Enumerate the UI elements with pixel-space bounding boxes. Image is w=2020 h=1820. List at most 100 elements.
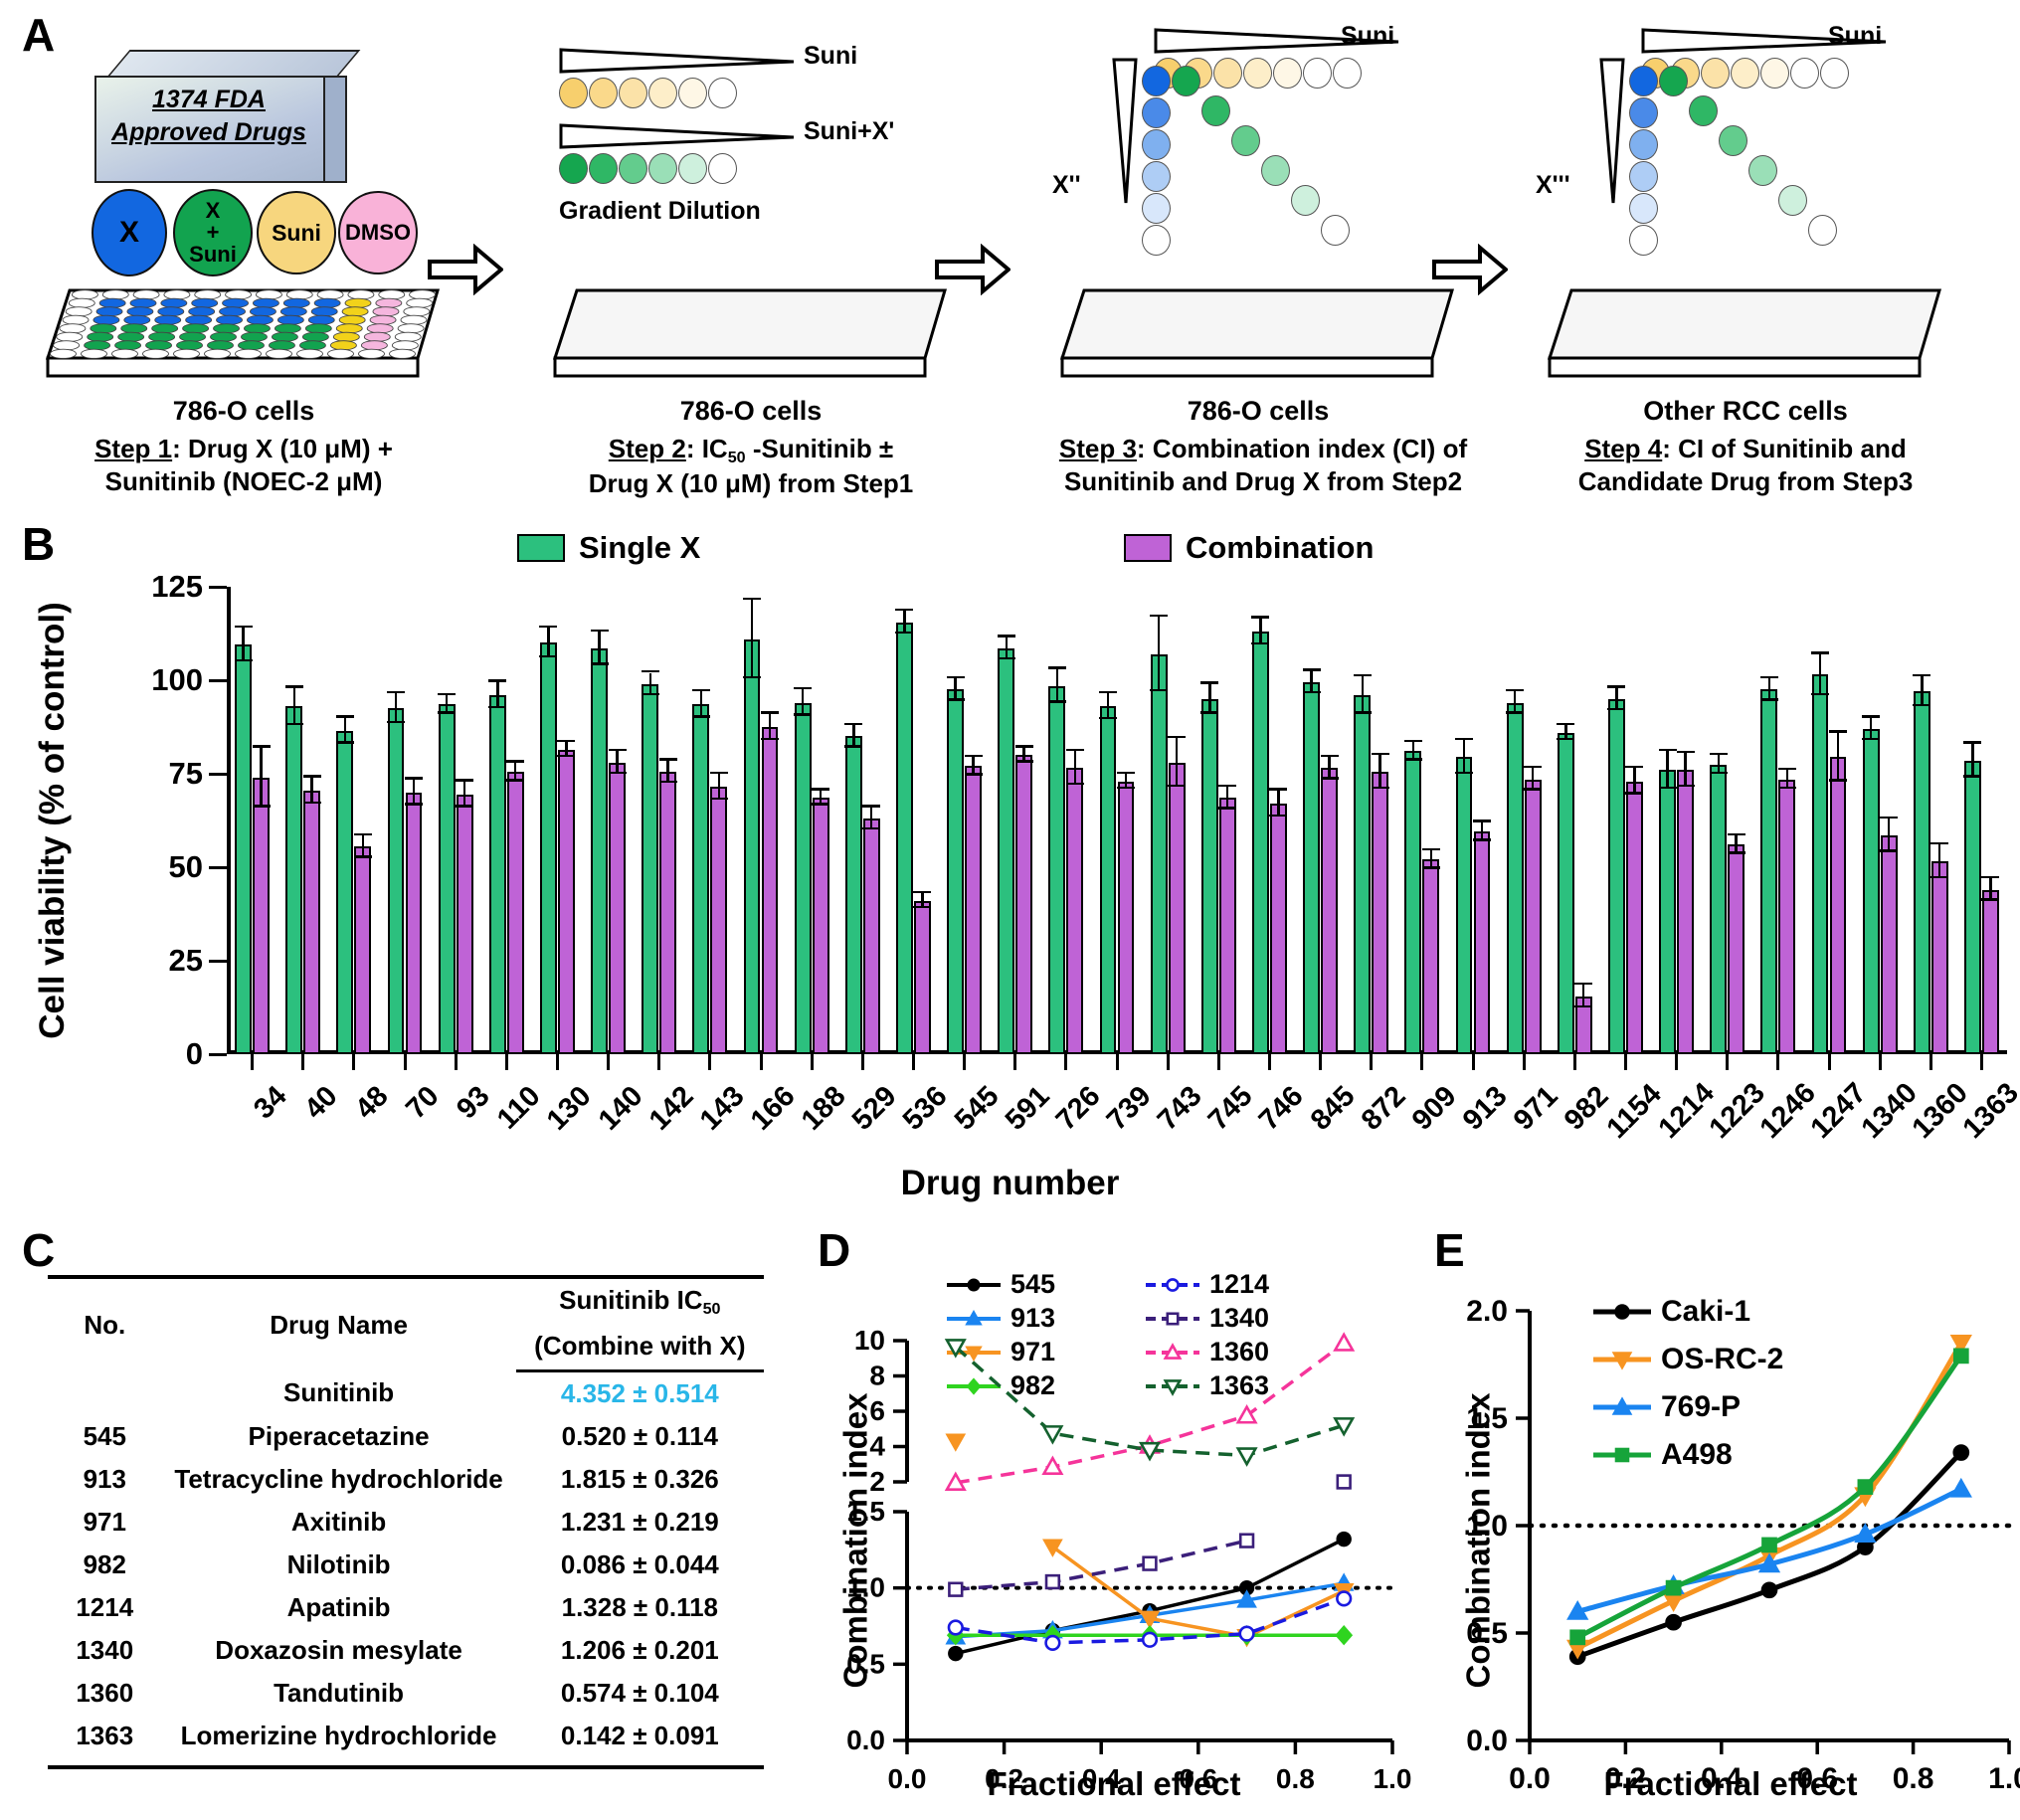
error-cap — [404, 803, 423, 806]
plate-well — [87, 331, 114, 342]
series-line — [955, 1539, 1248, 1591]
bar-combination-591 — [1015, 755, 1033, 1054]
data-point-Caki-1 — [1665, 1613, 1682, 1631]
error-cap — [1371, 786, 1389, 790]
plate-well — [142, 348, 169, 359]
data-point-1360 — [1235, 1403, 1258, 1424]
b-xtick — [1776, 1054, 1780, 1070]
bar-combination-746 — [1269, 804, 1287, 1054]
bar-chart-plot-area: Cell viability (% of control) 0 25 50 75 100… — [33, 569, 2020, 1145]
b-xtick — [963, 1054, 967, 1070]
error-cap — [1727, 851, 1745, 854]
b-xtick-label: 745 — [1202, 1080, 1259, 1137]
b-xtick-label: 743 — [1151, 1080, 1208, 1137]
plate-well — [335, 323, 363, 334]
bar-single-x-1214 — [1659, 770, 1677, 1054]
b-xtick — [403, 1054, 407, 1070]
b-xtick — [607, 1054, 611, 1070]
error-bar — [1785, 770, 1789, 790]
b-xtick — [1420, 1054, 1424, 1070]
plate-well — [154, 314, 182, 325]
error-cap — [1150, 688, 1169, 692]
b-xtick — [1878, 1054, 1882, 1070]
error-cap — [1759, 675, 1778, 679]
bar-single-x-34 — [235, 644, 253, 1054]
error-cap — [506, 760, 525, 763]
gradient-triangle-x2-icon — [1112, 58, 1138, 204]
error-cap — [1862, 737, 1881, 741]
error-bar — [1615, 687, 1618, 711]
error-cap — [743, 597, 762, 601]
plate-well — [84, 340, 111, 351]
error-cap — [1981, 898, 2000, 901]
b-ytick-label: 100 — [151, 662, 203, 697]
plate-well — [101, 289, 129, 300]
error-bar — [598, 632, 601, 665]
series-line — [955, 1342, 1346, 1485]
d-legend-item-1360: 1360 — [1144, 1337, 1269, 1367]
plate-well — [394, 331, 422, 342]
axis-tick-label: 0.0 — [1466, 1725, 1508, 1757]
ic50-table: No. Drug Name Sunitinib IC50 (Combine wi… — [48, 1274, 764, 1770]
axis-tick-label: 1.0 — [1374, 1763, 1412, 1794]
axis-tick-label: 2.0 — [1466, 1295, 1508, 1328]
b-xtick — [860, 1054, 864, 1070]
b-xtick-label: 130 — [541, 1080, 599, 1137]
data-point-A498 — [1761, 1537, 1777, 1553]
b-xtick-label: 1247 — [1804, 1076, 1873, 1146]
data-point-769-P — [1757, 1552, 1781, 1573]
error-cap — [1676, 750, 1695, 754]
panel-b: B Single X Combination Cell viability (%… — [0, 518, 2020, 1223]
gradient-triangle-suni-icon — [559, 48, 795, 74]
plate-well — [117, 331, 145, 342]
well-legend-suni: Suni — [257, 191, 336, 274]
d-plot: 2 4 6 8 10 0.0 0.5 1.0 1.5 0.0 0.2 0.4 0.6 0.8 1.0 — [846, 1325, 1412, 1794]
error-cap — [1930, 841, 1949, 845]
plate-well — [151, 323, 179, 334]
gradient-row-suni — [559, 78, 738, 108]
error-bar — [1124, 774, 1128, 790]
error-cap — [1625, 765, 1644, 769]
error-cap — [302, 801, 321, 805]
d-legend-swatch — [1146, 1277, 1199, 1292]
step-2-graphic: Suni Suni+X' Gradient Dilution — [537, 20, 965, 378]
error-bar — [1836, 732, 1840, 782]
error-cap — [1200, 711, 1219, 714]
b-xtick — [1827, 1054, 1831, 1070]
cell-drug-name: Lomerizine hydrochloride — [161, 1715, 516, 1770]
bar-single-x-872 — [1354, 695, 1372, 1054]
plate-well — [111, 348, 138, 359]
plate-well — [216, 314, 243, 325]
e-legend-swatch — [1593, 1396, 1651, 1415]
step-3-rest: : Combination index (CI) of — [1136, 434, 1468, 463]
error-cap — [488, 679, 507, 682]
e-plot: 0.0 0.5 1.0 1.5 2.0 0.0 0.2 0.4 0.6 0.8 1.0 — [1466, 1295, 2020, 1795]
plate-well — [219, 306, 247, 317]
plate-well — [316, 289, 344, 300]
b-xtick — [1166, 1054, 1170, 1070]
error-bar — [292, 687, 295, 726]
error-cap — [1065, 748, 1084, 752]
step-2-line2: Drug X (10 μM) from Step1 — [588, 468, 914, 499]
e-legend-item-769-P: 769-P — [1591, 1390, 1741, 1424]
error-bar — [547, 628, 550, 658]
cell-no: 1340 — [76, 1635, 134, 1666]
error-cap — [1913, 673, 1931, 677]
data-point-A498 — [1857, 1479, 1874, 1495]
plate-1 — [45, 288, 441, 378]
plate-well — [378, 289, 406, 300]
gradient-triangle-suni-4-icon — [1641, 28, 1887, 54]
error-bar — [1989, 878, 1992, 901]
b-ytick-label: 25 — [168, 943, 203, 978]
b-ytick-label: 50 — [168, 849, 203, 884]
axis-tick-label: 0.4 — [1082, 1763, 1121, 1794]
plate-well — [95, 306, 123, 317]
error-bar — [1259, 618, 1262, 645]
b-xtick-label: 70 — [400, 1080, 446, 1126]
data-point-769-P — [1949, 1477, 1972, 1498]
axis-tick-label: 0.6 — [1179, 1763, 1217, 1794]
error-bar — [903, 611, 906, 634]
bar-single-x-745 — [1200, 698, 1218, 1054]
plate-well — [369, 314, 397, 325]
error-cap — [1302, 668, 1321, 671]
